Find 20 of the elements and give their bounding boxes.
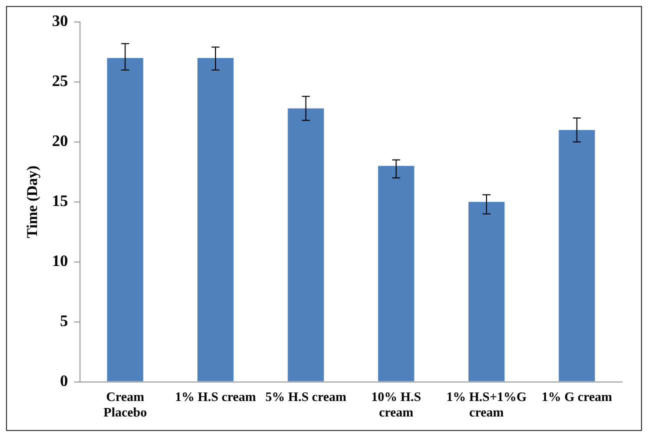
x-tick-label: 10% H.S cream (371, 388, 422, 420)
x-tick-label: Cream Placebo (104, 388, 147, 420)
x-tick-label: 1% G cream (542, 388, 612, 404)
y-tick-label: 30 (52, 13, 68, 30)
bar (197, 58, 234, 382)
bar (468, 202, 505, 382)
y-tick-label: 10 (52, 253, 68, 270)
y-tick-label: 5 (60, 312, 68, 330)
x-tick-label: 5% H.S cream (265, 388, 346, 404)
y-tick-label: 0 (60, 372, 68, 390)
y-tick-label: 15 (52, 193, 68, 210)
bar (378, 166, 414, 382)
y-axis-title: Time (Day) (24, 166, 41, 238)
bar (288, 108, 324, 382)
y-tick-label: 25 (52, 73, 68, 90)
bar (107, 58, 144, 382)
bar (558, 130, 595, 382)
x-tick-label: 1% H.S cream (175, 388, 256, 404)
y-tick-label: 20 (52, 133, 68, 150)
x-tick-label: 1% H.S+1%G cream (446, 388, 527, 420)
